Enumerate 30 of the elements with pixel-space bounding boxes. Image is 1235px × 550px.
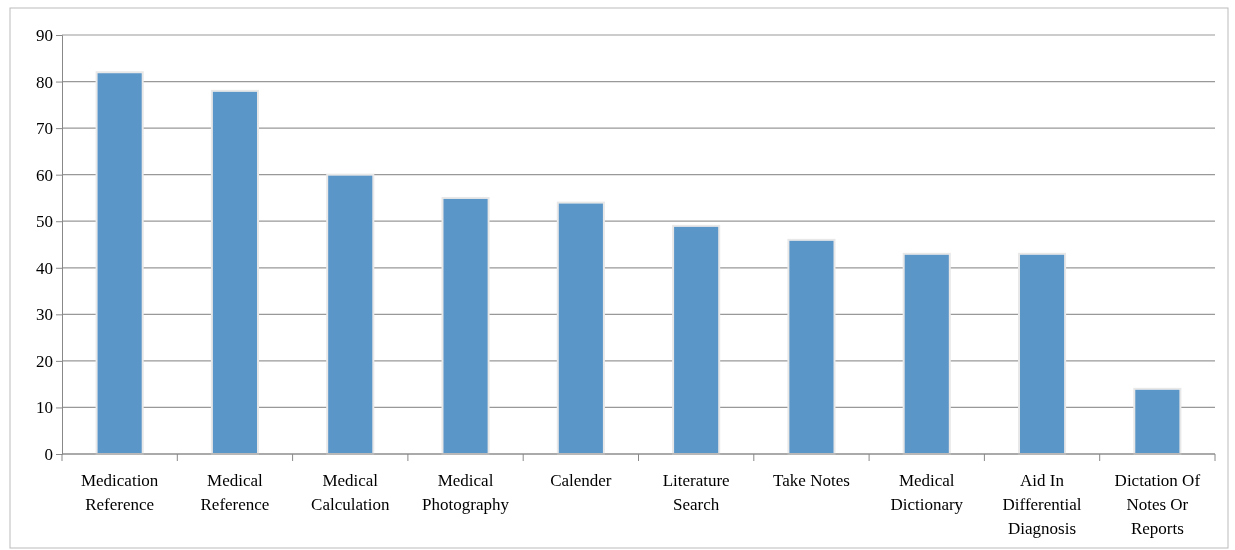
x-tick-label: Medical Dictionary — [890, 471, 964, 514]
bar — [210, 89, 260, 455]
y-tick-label: 70 — [36, 119, 53, 139]
y-tick-label: 20 — [36, 351, 53, 371]
bar — [787, 238, 836, 455]
bar — [326, 173, 375, 455]
bar — [556, 201, 605, 455]
y-tick-label: 10 — [36, 398, 53, 418]
y-tick-label: 0 — [44, 444, 53, 464]
y-tick-label: 60 — [36, 165, 53, 185]
x-tick-label: Take Notes — [773, 471, 850, 490]
x-tick-label: Medical Photography — [422, 471, 510, 514]
bar — [95, 71, 144, 455]
x-tick-label: Medical Calculation — [311, 471, 390, 514]
x-tick-label: Medical Reference — [200, 471, 270, 514]
bar — [1133, 387, 1182, 455]
y-tick-label: 30 — [36, 305, 53, 325]
x-tick-label: Medication Reference — [80, 471, 159, 514]
bar — [672, 224, 721, 455]
bar — [441, 196, 490, 455]
bar — [902, 252, 951, 455]
x-tick-label: Aid In Differential Diagnosis — [1002, 471, 1082, 538]
y-tick-label: 50 — [36, 212, 53, 232]
y-tick-label: 40 — [36, 258, 53, 278]
x-tick-label: Literature Search — [662, 471, 730, 514]
x-tick-label: Dictation Of Notes Or Reports — [1114, 471, 1201, 538]
y-tick-label: 80 — [36, 72, 53, 92]
y-tick-label: 90 — [36, 25, 53, 45]
x-tick-label: Calender — [550, 471, 612, 490]
bar — [1017, 252, 1067, 455]
